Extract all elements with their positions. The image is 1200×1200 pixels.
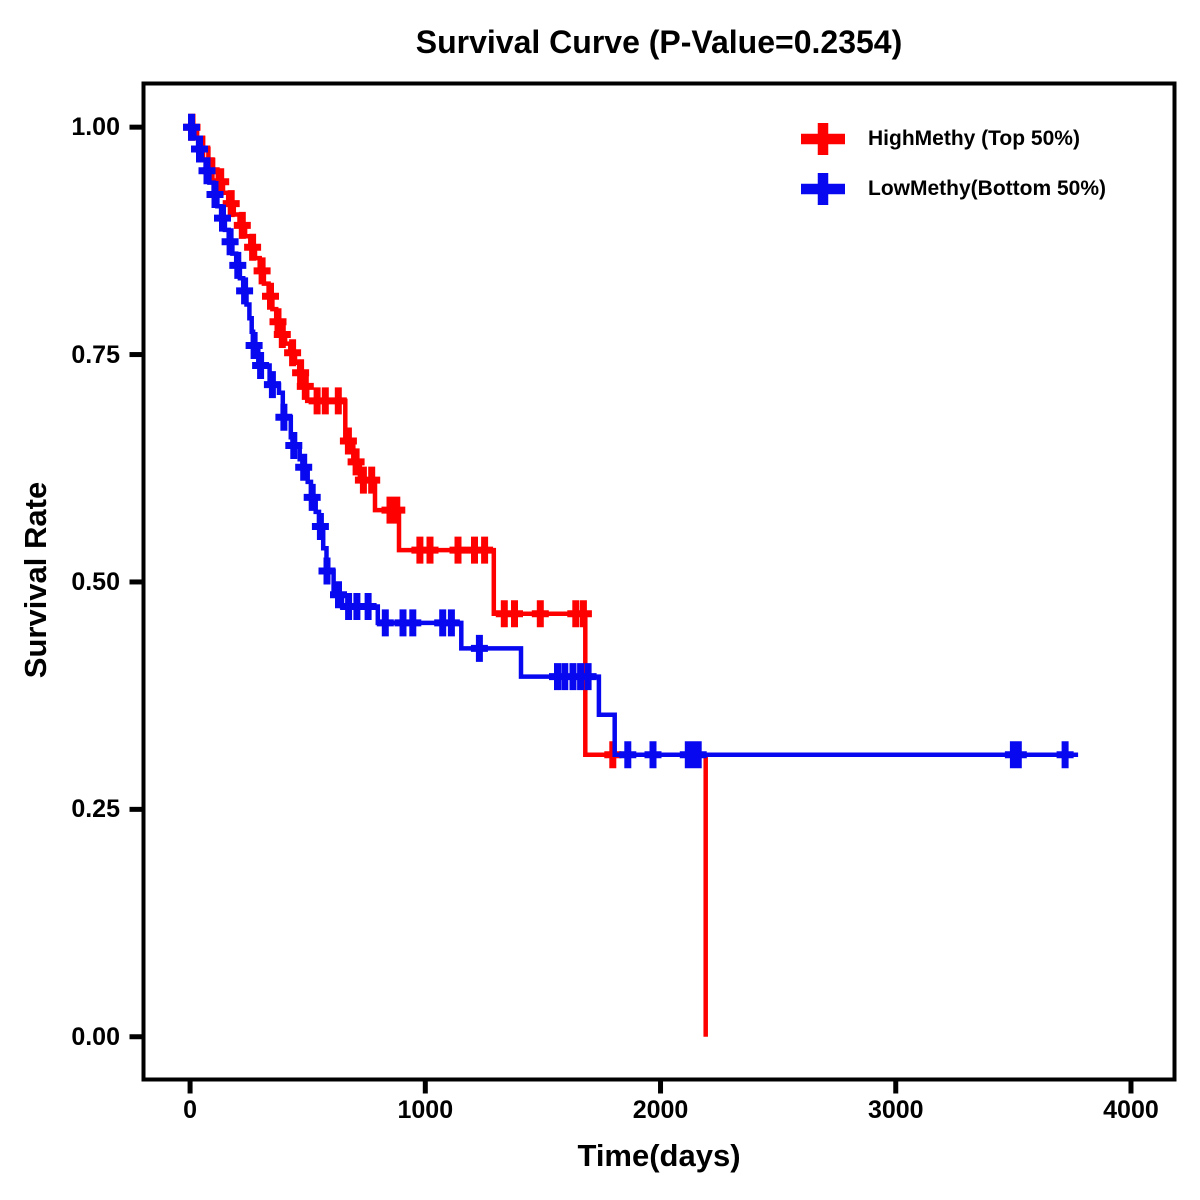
plot-border <box>141 81 1177 1082</box>
y-tick-label: 0.75 <box>71 340 120 369</box>
highmethy-curve <box>190 124 708 1037</box>
legend-marker-lowmethy <box>801 173 845 205</box>
legend-marker-highmethy <box>801 123 845 155</box>
lowmethy-curve <box>190 124 1079 758</box>
y-tick-label: 0.50 <box>71 567 120 596</box>
legend-label-highmethy: HighMethy (Top 50%) <box>868 127 1080 150</box>
x-tick-label: 2000 <box>632 1096 689 1124</box>
y-tick-label: 1.00 <box>71 113 120 142</box>
y-tick-label: 0.00 <box>71 1022 120 1051</box>
legend-label-lowmethy: LowMethy(Bottom 50%) <box>868 177 1106 200</box>
x-tick-label: 4000 <box>1103 1096 1159 1124</box>
lowmethy-censor-marks <box>183 113 1074 769</box>
chart-title: Survival Curve (P-Value=0.2354) <box>415 24 903 60</box>
x-tick-label: 3000 <box>867 1096 924 1124</box>
x-axis-title: Time(days) <box>577 1138 741 1173</box>
x-tick-label: 0 <box>183 1096 198 1124</box>
y-tick-label: 0.25 <box>71 795 120 824</box>
x-tick-label: 1000 <box>397 1096 454 1124</box>
